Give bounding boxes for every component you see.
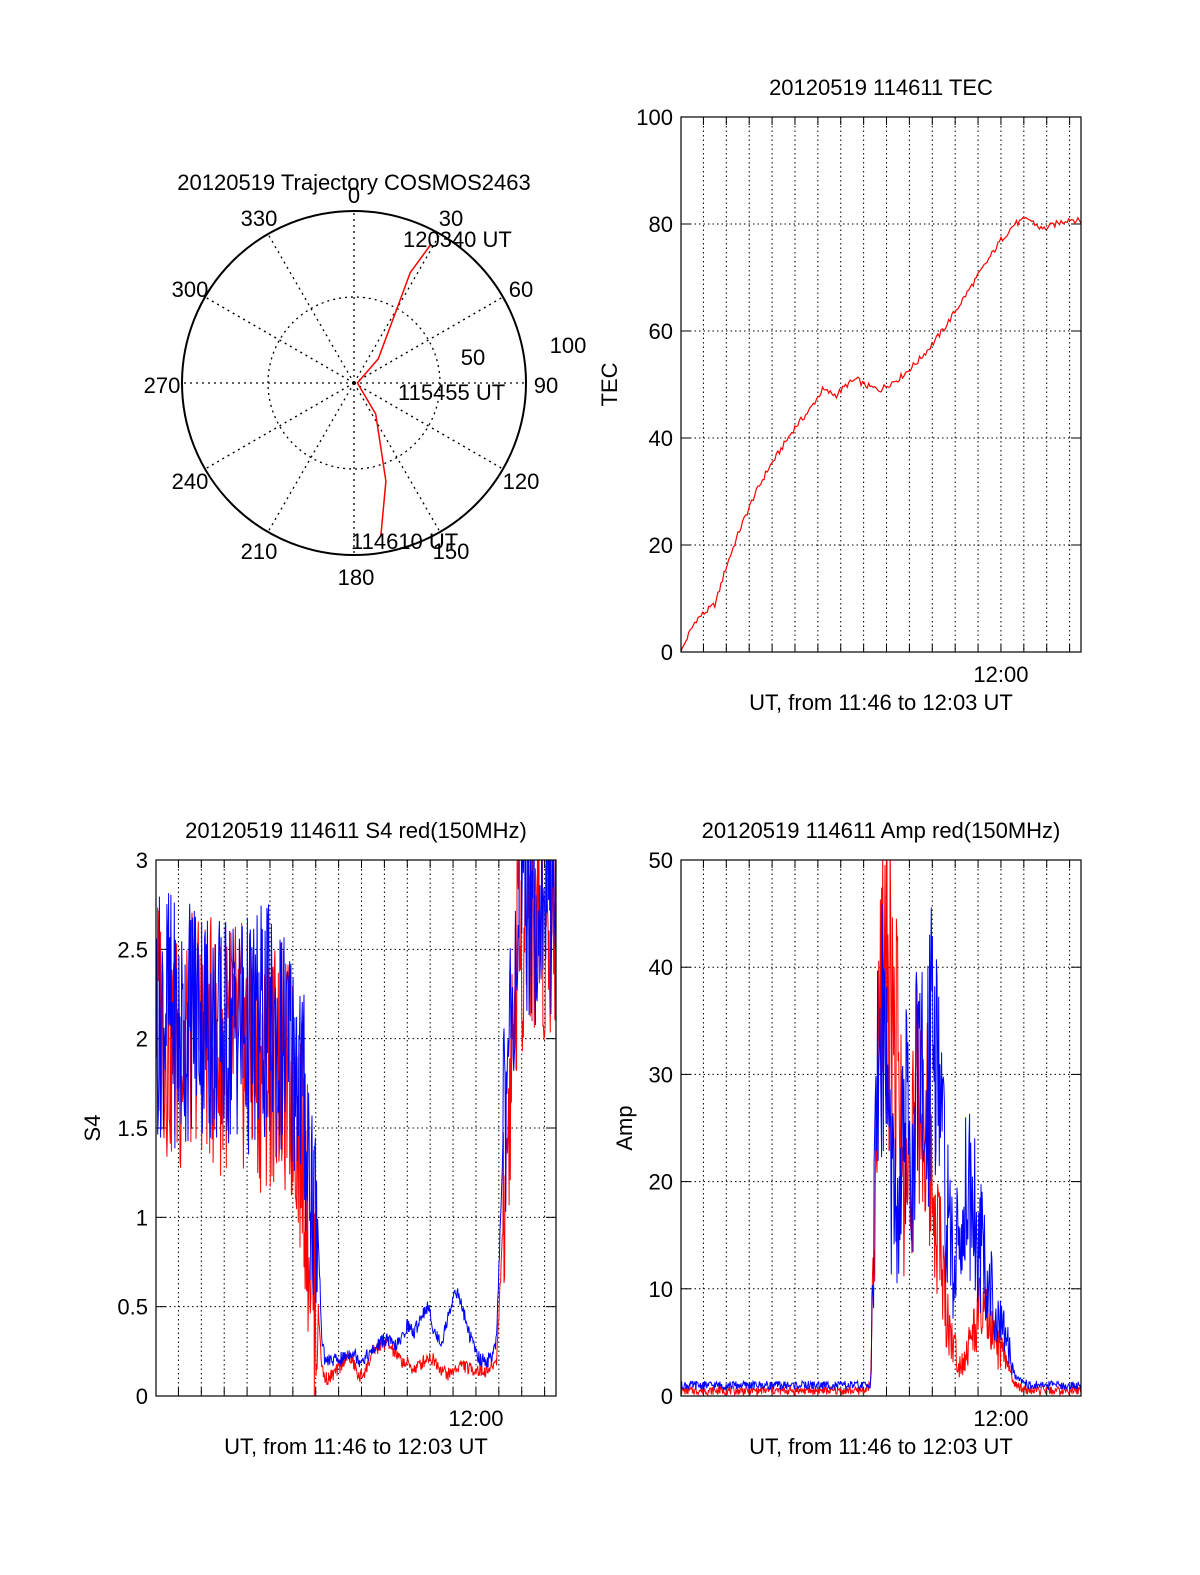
- y-tick-label: 1.5: [117, 1116, 148, 1141]
- polar-radius-label: 50: [461, 345, 485, 370]
- series-group: [681, 216, 1081, 652]
- y-tick-label: 30: [649, 1062, 673, 1087]
- polar-angle-label: 90: [534, 373, 558, 398]
- polar-outer-circle: [181, 210, 527, 556]
- y-tick-label: 20: [649, 533, 673, 558]
- y-tick-label: 0: [661, 640, 673, 665]
- y-tick-label: 40: [649, 955, 673, 980]
- polar-angle-label: 180: [338, 565, 375, 590]
- polar-spoke: [267, 233, 355, 384]
- y-tick-label: 60: [649, 319, 673, 344]
- x-axis-label: UT, from 11:46 to 12:03 UT: [749, 1434, 1013, 1459]
- series-line: [681, 904, 1081, 1392]
- polar-grid: [182, 211, 526, 555]
- polar-angle-label: 150: [433, 539, 470, 564]
- tec-plot: 20120519 114611 TEC 0 20 40 60 80 100 12:00 UT, …: [597, 75, 1082, 715]
- y-tick-label: 40: [649, 426, 673, 451]
- plot-title: 20120519 114611 Amp red(150MHz): [702, 818, 1061, 843]
- polar-spoke: [204, 296, 355, 384]
- polar-spoke: [353, 382, 441, 533]
- s4-plot: 20120519 114611 S4 red(150MHz) 0 0.5 1 1.5 2 2…: [80, 818, 557, 1459]
- y-axis-label: S4: [80, 1115, 105, 1142]
- y-tick-label: 0: [136, 1384, 148, 1409]
- series-group: [156, 860, 556, 1396]
- y-tick-label: 2: [136, 1027, 148, 1052]
- polar-angle-label: 120: [503, 469, 540, 494]
- series-line: [156, 860, 556, 1368]
- amp-plot: 20120519 114611 Amp red(150MHz) 0 10 20 30 40…: [612, 818, 1082, 1459]
- polar-spoke: [353, 296, 504, 384]
- polar-angle-label: 300: [172, 277, 209, 302]
- annotation-start-time: 114610 UT: [351, 529, 458, 554]
- x-axis-label: UT, from 11:46 to 12:03 UT: [749, 690, 1013, 715]
- y-tick-label: 20: [649, 1170, 673, 1195]
- y-axis-label: Amp: [612, 1105, 637, 1150]
- x-axis-label: UT, from 11:46 to 12:03 UT: [224, 1434, 488, 1459]
- y-tick-label: 80: [649, 212, 673, 237]
- y-tick-label: 10: [649, 1277, 673, 1302]
- x-tick-label: 12:00: [973, 662, 1028, 687]
- polar-angle-label: 330: [241, 206, 278, 231]
- x-tick-label: 12:00: [973, 1406, 1028, 1431]
- series-group: [681, 860, 1081, 1396]
- plot-title: 20120519 114611 TEC: [769, 75, 993, 100]
- polar-ring-50: [267, 296, 441, 470]
- y-tick-label: 1: [136, 1205, 148, 1230]
- y-axis-label: TEC: [597, 362, 622, 406]
- y-tick-label: 100: [636, 105, 673, 130]
- annotation-mid-time: 115455 UT: [398, 380, 505, 405]
- polar-spoke: [204, 382, 355, 470]
- y-tick-label: 50: [649, 848, 673, 873]
- polar-angle-label: 30: [439, 206, 463, 231]
- plot-frame: [680, 116, 1082, 653]
- polar-angle-label: 270: [144, 373, 181, 398]
- series-line: [681, 216, 1081, 652]
- y-tick-label: 2.5: [117, 937, 148, 962]
- x-tick-label: 12:00: [448, 1406, 503, 1431]
- plot-frame: [680, 859, 1082, 1397]
- plot-frame: [155, 859, 557, 1397]
- polar-angle-label: 210: [241, 539, 278, 564]
- polar-angle-label: 240: [172, 469, 209, 494]
- y-tick-label: 3: [136, 848, 148, 873]
- polar-radius-labels: 50 100: [461, 333, 587, 370]
- polar-trajectory-line: [356, 244, 432, 536]
- plot-title: 20120519 114611 S4 red(150MHz): [185, 818, 527, 843]
- polar-angle-label: 60: [509, 277, 533, 302]
- polar-angle-labels: 0 30 60 90 120 150 180 210 240 270 300 330: [144, 183, 559, 590]
- polar-title: 20120519 Trajectory COSMOS2463: [177, 170, 530, 195]
- annotation-end-time: 120340 UT: [403, 227, 512, 252]
- polar-angle-label: 0: [348, 183, 360, 208]
- polar-radius-label: 100: [550, 333, 587, 358]
- polar-spoke: [353, 382, 504, 470]
- y-tick-label: 0: [661, 1384, 673, 1409]
- y-tick-label: 0.5: [117, 1295, 148, 1320]
- polar-series: [356, 244, 432, 536]
- series-line: [156, 860, 556, 1396]
- polar-trajectory-plot: 20120519 Trajectory COSMOS2463 0 30 60 90 12…: [144, 170, 587, 590]
- polar-spoke: [267, 382, 355, 533]
